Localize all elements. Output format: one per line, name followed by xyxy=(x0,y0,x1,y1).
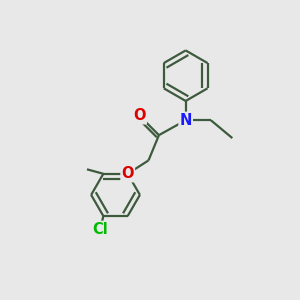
Text: O: O xyxy=(122,166,134,181)
Text: O: O xyxy=(133,108,146,123)
Text: N: N xyxy=(179,113,192,128)
Text: Cl: Cl xyxy=(92,222,108,237)
